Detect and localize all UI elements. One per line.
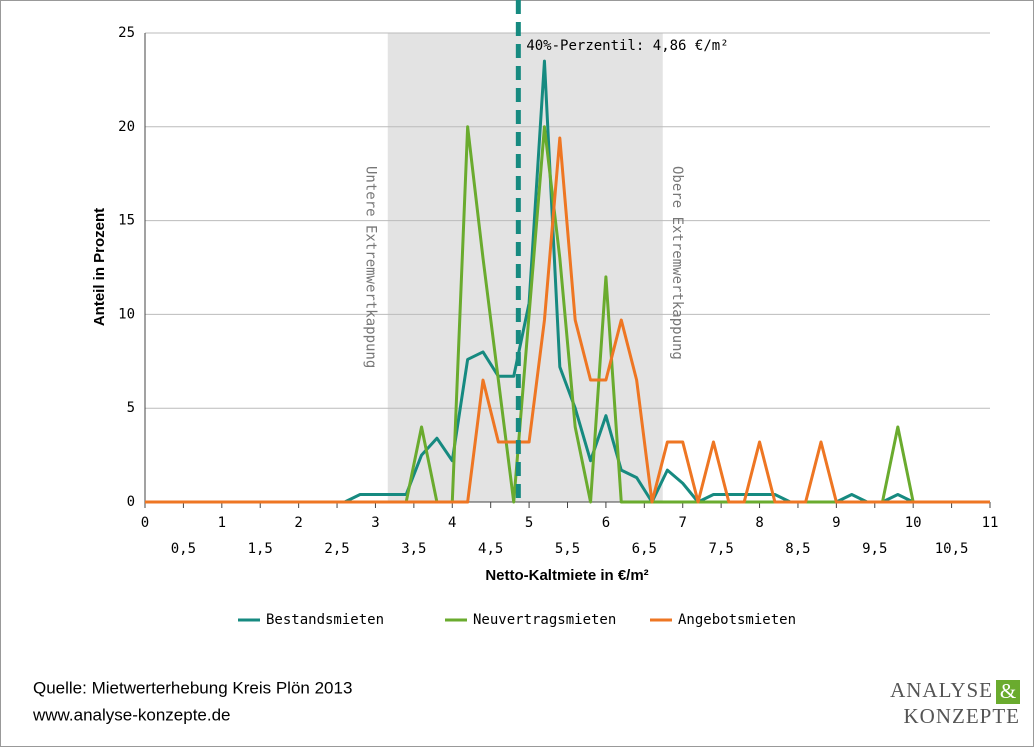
logo-text: ANALYSE <box>890 678 993 702</box>
x-minor-tick-label: 5,5 <box>555 541 580 557</box>
x-tick-label: 7 <box>679 515 687 531</box>
x-tick-label: 3 <box>371 515 379 531</box>
legend-label: Neuvertragsmieten <box>473 612 616 628</box>
series-line <box>145 136 990 504</box>
region-label: Obere Extremwertkappung <box>669 166 685 360</box>
x-minor-tick-label: 4,5 <box>478 541 503 557</box>
x-tick-label: 2 <box>294 515 302 531</box>
percentile-label: 40%-Perzentil: 4,86 €/m² <box>526 38 728 54</box>
x-minor-tick-label: 10,5 <box>935 541 969 557</box>
y-tick-label: 0 <box>127 494 135 510</box>
x-tick-label: 4 <box>448 515 456 531</box>
region-label: Untere Extremwertkappung <box>363 166 379 368</box>
shaded-region <box>387 33 663 502</box>
y-axis-label: Anteil in Prozent <box>91 208 108 326</box>
x-minor-tick-label: 7,5 <box>708 541 733 557</box>
x-tick-label: 5 <box>525 515 533 531</box>
y-tick-label: 15 <box>118 213 135 229</box>
x-minor-tick-label: 8,5 <box>785 541 810 557</box>
x-minor-tick-label: 1,5 <box>248 541 273 557</box>
source: Quelle: Mietwerterhebung Kreis Plön 2013 <box>33 678 352 697</box>
x-tick-label: 0 <box>141 515 149 531</box>
x-minor-tick-label: 9,5 <box>862 541 887 557</box>
legend-label: Angebotsmieten <box>678 612 796 628</box>
x-minor-tick-label: 3,5 <box>401 541 426 557</box>
x-axis-label: Netto-Kaltmiete in €/m² <box>485 567 648 584</box>
x-tick-label: 1 <box>218 515 226 531</box>
url: www.analyse-konzepte.de <box>32 705 231 724</box>
logo-text: KONZEPTE <box>904 704 1021 728</box>
x-minor-tick-label: 6,5 <box>632 541 657 557</box>
x-tick-label: 10 <box>905 515 922 531</box>
y-tick-label: 5 <box>127 400 135 416</box>
x-minor-tick-label: 2,5 <box>324 541 349 557</box>
y-tick-label: 25 <box>118 25 135 41</box>
y-tick-label: 10 <box>118 306 135 322</box>
x-tick-label: 6 <box>602 515 610 531</box>
x-minor-tick-label: 0,5 <box>171 541 196 557</box>
x-tick-label: 9 <box>832 515 840 531</box>
x-tick-label: 11 <box>982 515 999 531</box>
logo-amp: & <box>1000 679 1016 703</box>
legend-label: Bestandsmieten <box>266 612 384 628</box>
logo-box <box>996 680 1020 704</box>
y-tick-label: 20 <box>118 119 135 135</box>
x-tick-label: 8 <box>755 515 763 531</box>
